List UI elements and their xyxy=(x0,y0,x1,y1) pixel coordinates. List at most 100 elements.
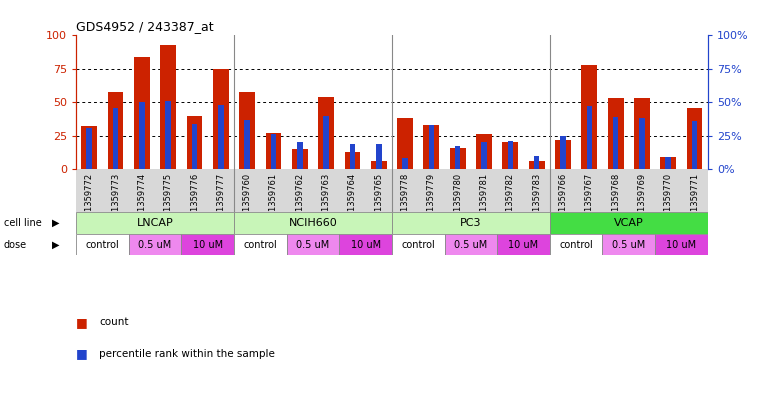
Text: control: control xyxy=(401,239,435,250)
Bar xyxy=(181,233,234,255)
Bar xyxy=(244,119,250,169)
Text: 10 uM: 10 uM xyxy=(193,239,223,250)
Text: NCIH660: NCIH660 xyxy=(288,218,337,228)
Bar xyxy=(450,148,466,169)
Text: GSM1359767: GSM1359767 xyxy=(584,173,594,229)
Bar xyxy=(692,121,697,169)
Text: GSM1359765: GSM1359765 xyxy=(374,173,384,229)
Bar xyxy=(655,233,708,255)
Bar xyxy=(603,233,655,255)
Bar xyxy=(349,144,355,169)
Bar xyxy=(81,126,97,169)
Bar xyxy=(392,233,444,255)
Bar xyxy=(560,136,565,169)
Text: ■: ■ xyxy=(76,347,88,360)
Bar xyxy=(549,212,708,233)
Bar xyxy=(581,65,597,169)
Bar xyxy=(634,98,650,169)
Bar xyxy=(665,157,671,169)
Text: GSM1359782: GSM1359782 xyxy=(506,173,515,229)
Bar xyxy=(428,125,435,169)
Bar xyxy=(455,146,460,169)
Bar xyxy=(549,233,603,255)
Text: GSM1359762: GSM1359762 xyxy=(295,173,304,229)
Bar xyxy=(87,128,92,169)
Bar xyxy=(423,125,439,169)
Text: ▶: ▶ xyxy=(52,218,59,228)
Bar xyxy=(639,118,645,169)
Text: GSM1359772: GSM1359772 xyxy=(84,173,94,229)
Text: GSM1359776: GSM1359776 xyxy=(190,173,199,229)
Bar xyxy=(371,161,387,169)
Bar xyxy=(508,141,513,169)
Text: cell line: cell line xyxy=(4,218,42,228)
Text: GSM1359771: GSM1359771 xyxy=(690,173,699,229)
Bar xyxy=(292,149,307,169)
Text: GSM1359781: GSM1359781 xyxy=(479,173,489,229)
Bar xyxy=(165,101,171,169)
Bar xyxy=(397,118,413,169)
Text: 0.5 uM: 0.5 uM xyxy=(296,239,330,250)
Text: LNCAP: LNCAP xyxy=(137,218,174,228)
Text: GSM1359761: GSM1359761 xyxy=(269,173,278,229)
Text: 10 uM: 10 uM xyxy=(351,239,380,250)
Text: VCAP: VCAP xyxy=(614,218,644,228)
Text: GSM1359774: GSM1359774 xyxy=(138,173,146,229)
Bar xyxy=(161,45,176,169)
Text: GSM1359780: GSM1359780 xyxy=(454,173,462,229)
Bar xyxy=(376,144,381,169)
Bar xyxy=(497,233,549,255)
Bar xyxy=(608,98,623,169)
Bar xyxy=(318,97,334,169)
Text: dose: dose xyxy=(4,239,27,250)
Bar xyxy=(213,69,229,169)
Bar xyxy=(661,157,677,169)
Bar xyxy=(323,116,329,169)
Bar xyxy=(613,117,619,169)
Text: GSM1359775: GSM1359775 xyxy=(164,173,173,229)
Text: 0.5 uM: 0.5 uM xyxy=(139,239,172,250)
Text: count: count xyxy=(99,317,129,327)
Bar xyxy=(534,156,540,169)
Bar xyxy=(444,233,497,255)
Bar xyxy=(403,158,408,169)
Bar xyxy=(139,102,145,169)
Text: control: control xyxy=(244,239,277,250)
Text: GSM1359773: GSM1359773 xyxy=(111,173,120,229)
Bar xyxy=(218,105,224,169)
Bar xyxy=(129,233,181,255)
Text: 0.5 uM: 0.5 uM xyxy=(612,239,645,250)
Bar xyxy=(239,92,255,169)
Bar xyxy=(481,142,487,169)
Text: percentile rank within the sample: percentile rank within the sample xyxy=(99,349,275,359)
Bar xyxy=(297,142,303,169)
Bar xyxy=(76,212,234,233)
Bar xyxy=(266,133,282,169)
Bar xyxy=(134,57,150,169)
Text: GSM1359778: GSM1359778 xyxy=(400,173,409,229)
Text: GSM1359768: GSM1359768 xyxy=(611,173,620,229)
Text: 0.5 uM: 0.5 uM xyxy=(454,239,488,250)
Bar xyxy=(476,134,492,169)
Text: control: control xyxy=(85,239,119,250)
Text: GSM1359764: GSM1359764 xyxy=(348,173,357,229)
Bar xyxy=(192,124,197,169)
Bar xyxy=(234,233,287,255)
Bar xyxy=(186,116,202,169)
Text: control: control xyxy=(559,239,593,250)
Text: ■: ■ xyxy=(76,316,88,329)
Bar xyxy=(502,142,518,169)
Text: GDS4952 / 243387_at: GDS4952 / 243387_at xyxy=(76,20,214,33)
Bar xyxy=(392,212,549,233)
Bar xyxy=(76,233,129,255)
Text: PC3: PC3 xyxy=(460,218,482,228)
Bar xyxy=(271,134,276,169)
Text: GSM1359770: GSM1359770 xyxy=(664,173,673,229)
Bar xyxy=(287,233,339,255)
Text: 10 uM: 10 uM xyxy=(508,239,539,250)
Bar xyxy=(587,106,592,169)
Bar xyxy=(339,233,392,255)
Bar xyxy=(529,161,545,169)
Bar xyxy=(234,212,392,233)
Bar xyxy=(345,152,361,169)
